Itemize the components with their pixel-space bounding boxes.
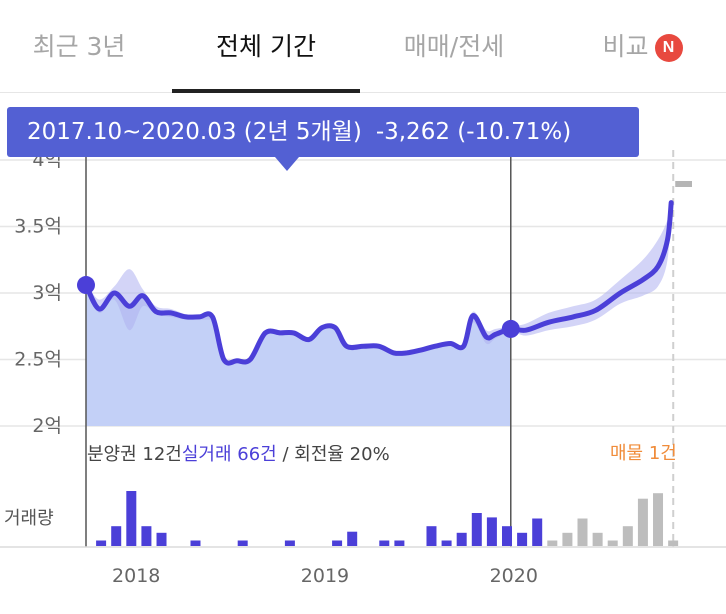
volume-bar — [501, 526, 512, 546]
volume-bar — [426, 526, 437, 546]
selected-period-area — [86, 285, 511, 426]
volume-bar — [471, 513, 482, 546]
trade-summary: 분양권 12건실거래 66건 / 회전율 20% — [87, 444, 390, 465]
volume-bar — [347, 531, 358, 546]
volume-bar — [156, 532, 167, 546]
tooltip-change: -3,262 (-10.71%) — [375, 119, 572, 145]
volume-bar — [607, 540, 618, 546]
x-tick-label: 2020 — [490, 565, 538, 587]
volume-bar — [190, 540, 201, 546]
volume-bar — [126, 491, 137, 546]
x-tick-label: 2018 — [112, 565, 160, 587]
volume-bars — [96, 491, 679, 546]
listing-count[interactable]: 매물 1건 — [610, 443, 677, 464]
volume-bar — [653, 493, 664, 546]
tooltip-period: 2017.10~2020.03 (2년 5개월) — [27, 119, 362, 145]
volume-bar — [379, 540, 390, 546]
volume-bar — [562, 532, 573, 546]
y-tick-label: 2.5억 — [14, 349, 62, 371]
y-tick-label: 3.5억 — [14, 216, 62, 238]
tab-all-period[interactable]: 전체 기간 — [172, 0, 360, 93]
tab-recent-3y[interactable]: 최근 3년 — [10, 0, 148, 92]
selection-start-handle[interactable] — [77, 276, 95, 295]
period-tooltip: 2017.10~2020.03 (2년 5개월) -3,262 (-10.71%) — [7, 107, 639, 171]
real-trade-count: 실거래 66건 — [182, 444, 277, 465]
x-axis-labels: 2018 2019 2020 — [112, 565, 538, 587]
volume-bar — [394, 540, 405, 546]
volume-bar — [141, 526, 152, 546]
volume-bar — [577, 518, 588, 546]
volume-bar — [284, 540, 295, 546]
tab-label: 전체 기간 — [216, 32, 316, 61]
volume-bar — [622, 526, 633, 546]
new-badge: N — [654, 34, 683, 62]
presale-count: 분양권 12건 — [87, 444, 182, 465]
tab-label: 최근 3년 — [32, 32, 126, 61]
selection-end-handle[interactable] — [501, 319, 520, 338]
volume-bar — [547, 540, 558, 546]
volume-bar — [441, 540, 452, 546]
volume-bar — [592, 532, 603, 546]
turnover-rate: 회전율 20% — [294, 444, 389, 465]
volume-bar — [517, 532, 528, 546]
volume-bar — [456, 532, 467, 546]
tab-label: 비교 — [602, 32, 649, 61]
y-tick-label: 3억 — [32, 282, 62, 304]
tab-bar: 최근 3년 전체 기간 매매/전세 비교 N — [0, 0, 726, 93]
volume-axis-label: 거래량 — [4, 508, 54, 529]
volume-bar — [237, 540, 248, 546]
x-tick-label: 2019 — [301, 565, 349, 587]
tab-sale-jeonse[interactable]: 매매/전세 — [378, 0, 530, 92]
summary-separator: / — [277, 444, 295, 465]
volume-bar — [637, 498, 648, 546]
volume-bar — [668, 540, 679, 546]
tab-compare[interactable]: 비교 N — [580, 0, 705, 92]
price-line — [83, 200, 674, 366]
tab-label: 매매/전세 — [403, 32, 505, 61]
volume-bar — [111, 526, 122, 546]
y-tick-label: 2억 — [32, 415, 62, 437]
volume-bar — [332, 540, 343, 546]
volume-bar — [486, 517, 497, 546]
volume-bar — [96, 540, 107, 546]
volume-bar — [532, 518, 543, 546]
